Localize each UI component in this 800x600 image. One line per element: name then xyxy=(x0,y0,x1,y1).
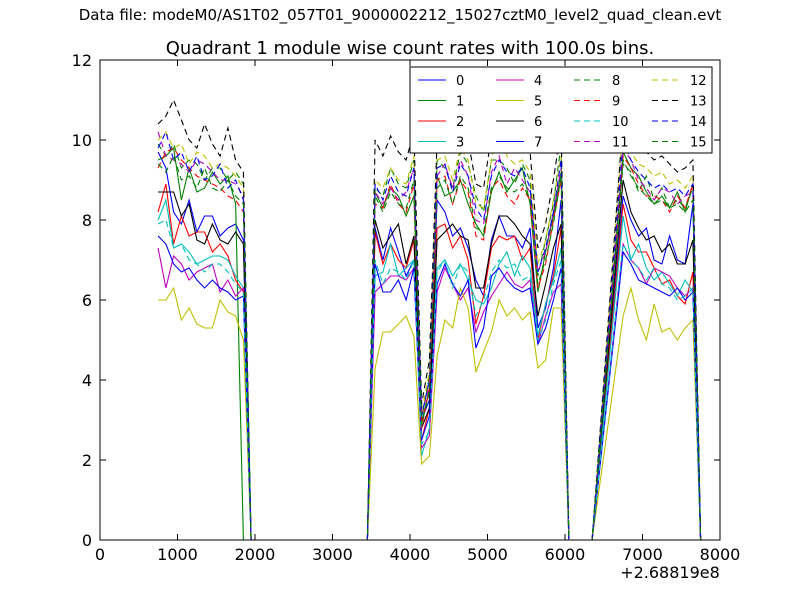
series-lines xyxy=(157,98,709,541)
legend-label-7: 7 xyxy=(534,136,542,151)
legend-label-11: 11 xyxy=(612,136,629,151)
series-line-3 xyxy=(157,197,709,541)
x-tick-label: 3000 xyxy=(312,545,353,564)
series-line-2 xyxy=(157,183,709,541)
x-tick-label: 1000 xyxy=(157,545,198,564)
series-line-5 xyxy=(158,285,709,541)
y-tick-label: 6 xyxy=(82,291,92,310)
y-tick-label: 0 xyxy=(82,531,92,550)
x-tick-label: 6000 xyxy=(545,545,586,564)
series-line-15 xyxy=(157,154,709,541)
y-tick-label: 4 xyxy=(82,371,92,390)
legend-label-14: 14 xyxy=(690,115,707,130)
series-line-10 xyxy=(157,219,709,541)
legend-label-10: 10 xyxy=(612,115,629,130)
x-tick-label: 5000 xyxy=(467,545,508,564)
series-line-6 xyxy=(158,179,709,541)
x-tick-label: 8000 xyxy=(700,545,741,564)
legend-label-15: 15 xyxy=(690,136,707,151)
series-line-9 xyxy=(157,147,709,541)
x-tick-label: 0 xyxy=(95,545,105,564)
legend-label-5: 5 xyxy=(534,95,542,110)
legend-box xyxy=(409,66,713,154)
series-line-7 xyxy=(157,235,709,541)
legend-label-6: 6 xyxy=(534,115,542,130)
legend-label-3: 3 xyxy=(456,136,464,151)
series-line-11 xyxy=(157,131,709,541)
series-line-12 xyxy=(157,123,709,541)
y-tick-label: 12 xyxy=(72,51,92,70)
legend-label-1: 1 xyxy=(456,95,464,110)
x-tick-label: 4000 xyxy=(390,545,431,564)
data-file-caption: Data file: modeM0/AS1T02_057T01_90000022… xyxy=(78,6,722,24)
legend-label-4: 4 xyxy=(534,74,542,89)
x-tick-label: 2000 xyxy=(235,545,276,564)
legend-label-8: 8 xyxy=(612,74,620,89)
y-tick-label: 2 xyxy=(82,451,92,470)
legend-label-9: 9 xyxy=(612,95,620,110)
legend-label-12: 12 xyxy=(690,74,707,89)
chart-title: Quadrant 1 module wise count rates with … xyxy=(166,38,655,59)
legend-label-2: 2 xyxy=(456,115,464,130)
axis-ticks: 0 1000 2000 3000 4000 5000 6000 7000 80000246810… xyxy=(72,51,741,564)
y-tick-label: 10 xyxy=(72,131,92,150)
legend-label-0: 0 xyxy=(456,74,464,89)
series-line-14 xyxy=(157,130,709,541)
y-tick-label: 8 xyxy=(82,211,92,230)
x-tick-label: 7000 xyxy=(622,545,663,564)
x-axis-offset-label: +2.68819e8 xyxy=(620,563,720,582)
legend-label-13: 13 xyxy=(690,95,707,110)
